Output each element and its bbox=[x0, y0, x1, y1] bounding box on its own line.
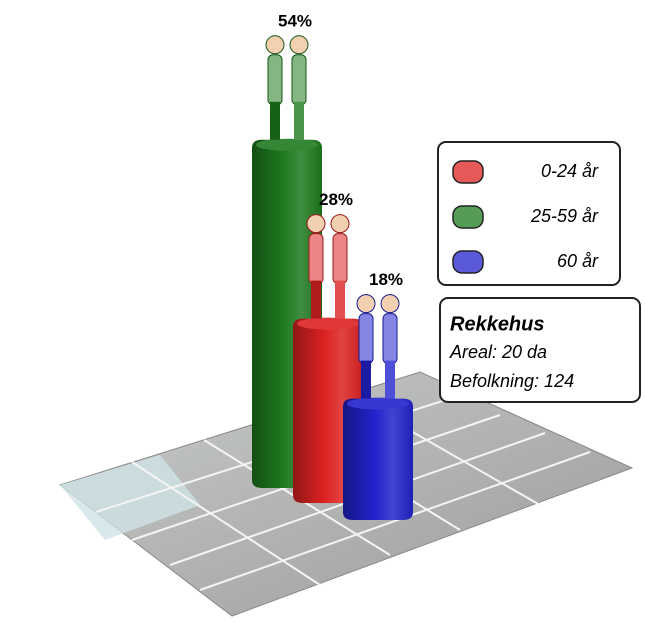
info-line: Befolkning: 124 bbox=[450, 371, 574, 391]
bar-top bbox=[297, 317, 359, 330]
legend-swatch bbox=[452, 205, 484, 229]
figure bbox=[308, 233, 324, 285]
figure bbox=[382, 313, 398, 365]
bar-top bbox=[347, 397, 409, 410]
info-title: Rekkehus bbox=[450, 313, 545, 335]
legend-label: 60 år bbox=[557, 251, 599, 271]
figure bbox=[380, 294, 400, 314]
figure bbox=[267, 54, 283, 106]
info-line: Areal: 20 da bbox=[449, 342, 547, 362]
figure bbox=[270, 101, 280, 140]
figure bbox=[294, 101, 304, 140]
legend-swatch bbox=[452, 160, 484, 184]
figure bbox=[306, 214, 326, 234]
figure bbox=[361, 360, 371, 399]
bar-top bbox=[256, 138, 318, 151]
figure bbox=[385, 360, 395, 399]
figure bbox=[332, 233, 348, 285]
bar-group: 18% bbox=[343, 270, 413, 520]
figure bbox=[330, 214, 350, 234]
figure bbox=[311, 280, 321, 319]
figure bbox=[265, 35, 285, 55]
figure bbox=[289, 35, 309, 55]
legend-label: 0-24 år bbox=[541, 161, 599, 181]
figure bbox=[291, 54, 307, 106]
value-label: 18% bbox=[369, 270, 403, 289]
figure bbox=[335, 280, 345, 319]
figure bbox=[356, 294, 376, 314]
value-label: 28% bbox=[319, 190, 353, 209]
bar bbox=[343, 398, 413, 520]
value-label: 54% bbox=[278, 11, 312, 30]
figure bbox=[358, 313, 374, 365]
info-box: Rekkehus Areal: 20 da Befolkning: 124 bbox=[439, 297, 641, 403]
legend: 0-24 år 25-59 år 60 år bbox=[437, 141, 621, 286]
legend-label: 25-59 år bbox=[530, 206, 599, 226]
legend-swatch bbox=[452, 250, 484, 274]
